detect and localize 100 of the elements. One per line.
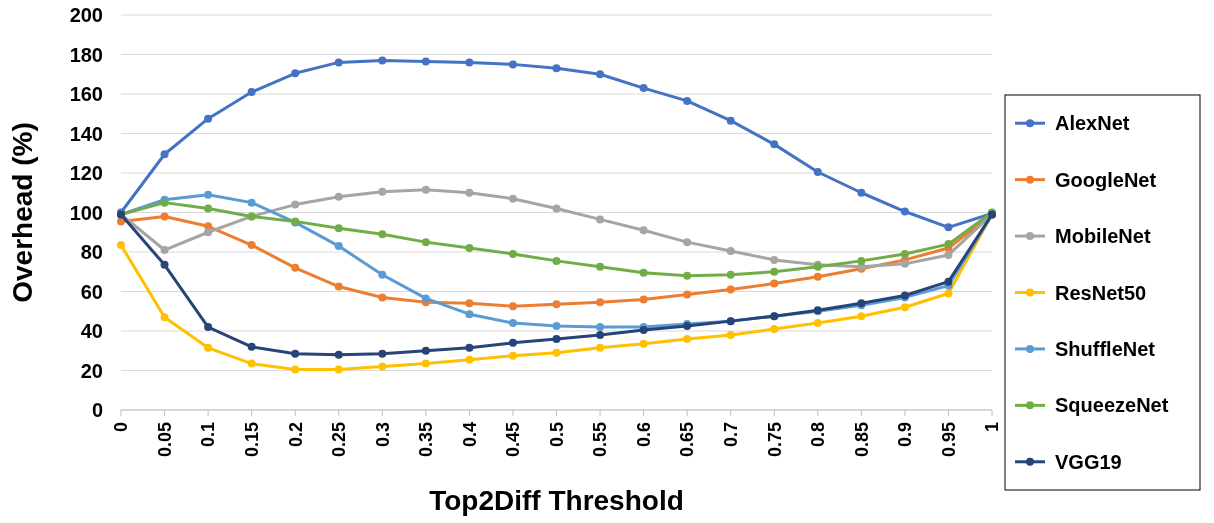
x-tick-label: 0.75: [764, 422, 785, 458]
y-tick-label: 20: [80, 359, 103, 382]
point: [596, 70, 605, 79]
point: [378, 56, 387, 65]
point: [726, 285, 735, 294]
point: [508, 319, 517, 328]
point: [639, 295, 648, 304]
point: [944, 223, 953, 232]
legend-label: ResNet50: [1055, 281, 1147, 304]
y-axis-title: Overhead (%): [7, 122, 38, 303]
y-tick-label: 120: [69, 162, 103, 184]
point: [857, 188, 866, 197]
x-tick-label: 0.1: [198, 422, 219, 448]
x-tick-label: 0.85: [851, 422, 872, 458]
point: [160, 260, 169, 269]
point: [421, 57, 430, 66]
point: [465, 355, 474, 364]
y-tick-label: 40: [80, 320, 103, 342]
point: [726, 330, 735, 339]
point: [247, 342, 256, 351]
point: [291, 69, 300, 78]
point: [291, 365, 300, 374]
point: [596, 330, 605, 339]
point: [683, 96, 692, 105]
y-tick-label: 160: [69, 83, 103, 105]
point: [465, 310, 474, 319]
legend-label: GoogleNet: [1055, 168, 1157, 191]
x-tick-label: 0.35: [416, 422, 437, 458]
point: [683, 271, 692, 280]
point: [465, 244, 474, 253]
x-tick-label: 0.2: [285, 422, 306, 448]
point: [334, 224, 343, 233]
point: [770, 325, 779, 334]
point: [639, 84, 648, 93]
legend-label: AlexNet: [1055, 112, 1130, 135]
point: [378, 270, 387, 279]
point: [639, 226, 648, 235]
point: [900, 249, 909, 258]
x-tick-label: 0.95: [938, 422, 959, 458]
legend-label: SqueezeNet: [1055, 394, 1169, 417]
point: [770, 255, 779, 264]
point: [421, 238, 430, 247]
x-tick-label: 0.55: [590, 422, 611, 458]
point: [247, 88, 256, 97]
point: [378, 362, 387, 371]
point: [900, 259, 909, 268]
point: [204, 228, 213, 237]
point: [204, 323, 213, 332]
x-tick-label: 0.6: [633, 422, 654, 448]
legend-label: MobileNet: [1055, 225, 1151, 248]
point: [204, 114, 213, 123]
point: [639, 339, 648, 348]
point: [552, 256, 561, 265]
point: [508, 338, 517, 347]
point: [857, 312, 866, 321]
point: [683, 290, 692, 299]
point: [465, 299, 474, 308]
x-tick-label: 0.65: [677, 422, 698, 458]
point: [552, 300, 561, 309]
point: [247, 359, 256, 368]
point: [944, 289, 953, 298]
point: [204, 204, 213, 213]
x-tick-label: 0.9: [895, 422, 916, 448]
point: [596, 215, 605, 224]
point: [421, 359, 430, 368]
point: [552, 348, 561, 357]
y-tick-label: 140: [69, 122, 103, 145]
point: [508, 60, 517, 69]
x-tick-label: 0.7: [721, 422, 741, 448]
point: [421, 185, 430, 194]
point: [247, 241, 256, 250]
point: [247, 198, 256, 207]
point: [596, 323, 605, 332]
point: [944, 277, 953, 286]
point: [334, 282, 343, 291]
x-tick-label: 1: [982, 422, 1003, 433]
y-tick-label: 60: [80, 280, 103, 303]
point: [465, 188, 474, 197]
point: [204, 190, 213, 199]
point: [552, 64, 561, 73]
point: [378, 349, 387, 358]
point: [291, 349, 300, 358]
point: [552, 322, 561, 331]
point: [683, 238, 692, 247]
point: [508, 351, 517, 360]
y-tick-label: 80: [80, 241, 103, 263]
point: [508, 302, 517, 311]
point: [726, 116, 735, 125]
point: [683, 334, 692, 343]
point: [378, 293, 387, 302]
point: [378, 187, 387, 196]
point: [160, 150, 169, 159]
legend-label: VGG19: [1055, 450, 1122, 473]
point: [117, 241, 125, 250]
point: [465, 58, 474, 67]
x-tick-label: 0.45: [503, 422, 524, 458]
point: [291, 263, 300, 272]
point: [770, 140, 779, 149]
point: [160, 212, 169, 221]
point: [421, 294, 430, 303]
